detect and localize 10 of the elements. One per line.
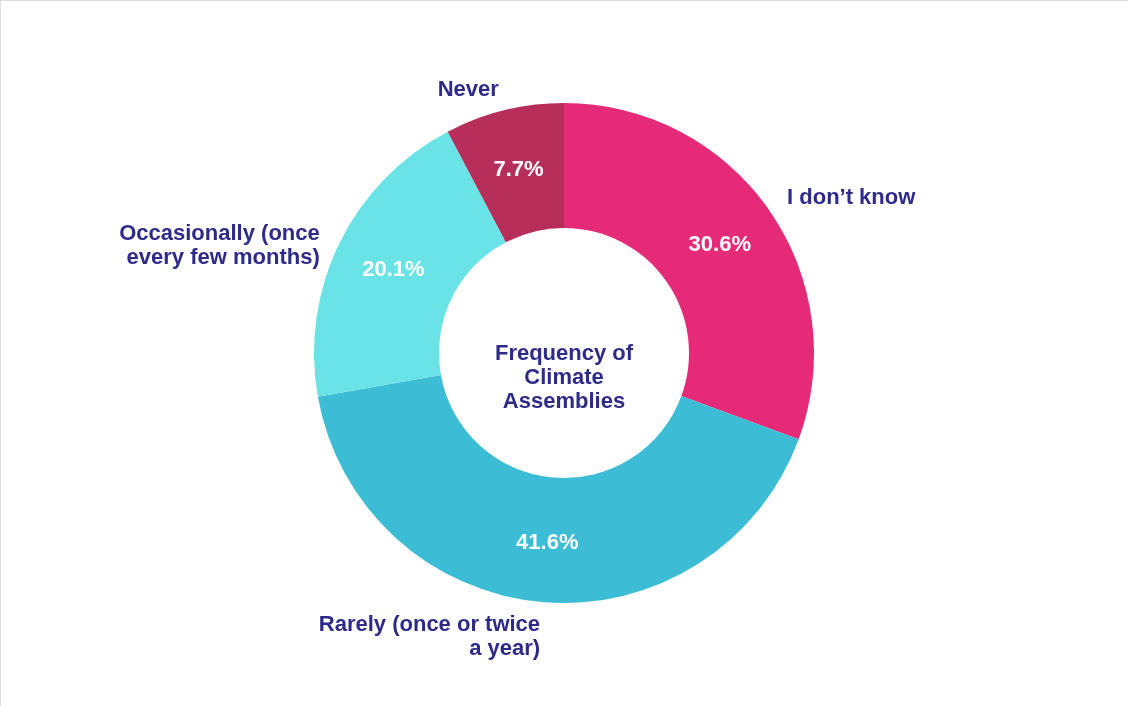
donut-slice — [447, 103, 564, 243]
slice-label: Occasionally (once every few months) — [119, 220, 320, 270]
data-label: 41.6% — [516, 529, 579, 555]
data-label: 20.1% — [362, 256, 425, 282]
data-label: 30.6% — [688, 231, 751, 257]
text: Frequency of Climate Assemblies — [494, 340, 634, 413]
slice-label: Never — [437, 75, 500, 101]
data-label: 7.7% — [493, 155, 544, 181]
slice-label: I don’t know — [787, 184, 917, 210]
slice-label: Rarely (once or twice a year) — [318, 610, 541, 660]
